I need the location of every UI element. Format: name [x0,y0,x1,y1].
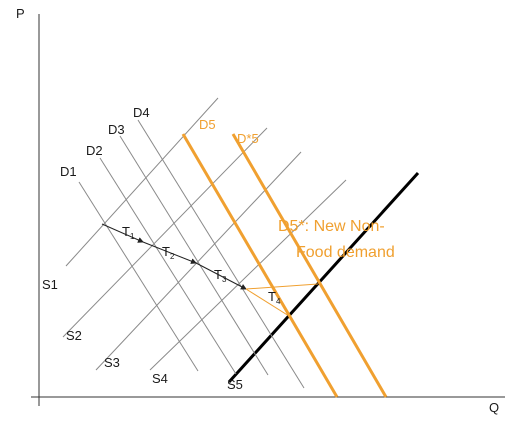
demand-curve-d3 [119,135,269,376]
demand-curve-d5 [181,133,339,398]
demand-curve-d2 [99,157,237,375]
supply-labels: S1 S2 S3 S4 S5 [42,277,243,392]
demand-curve-d-star-5 [231,133,388,398]
label-d3: D3 [108,122,125,137]
annotation-new-demand: D5*: New Non- Food demand [278,218,395,261]
label-s3: S3 [104,355,120,370]
label-d5: D5 [199,117,216,132]
label-d2: D2 [86,143,103,158]
label-t1: T1 [122,224,135,241]
transition-arrow-2 [142,241,197,264]
y-axis-label: P [16,6,25,21]
label-s4: S4 [152,371,168,386]
label-d-star-5: D*5 [237,131,259,146]
demand-curve-d1 [78,181,199,372]
supply-curve-s2 [62,127,268,338]
label-d1: D1 [60,164,77,179]
transition-path [101,223,319,317]
axes: P Q [16,6,505,415]
supply-curve-s1 [65,97,219,267]
demand-curve-d4 [137,119,305,389]
supply-curve-s5 [227,171,420,384]
label-t2: T2 [162,244,175,261]
supply-curve-s4 [149,179,347,371]
label-t4: T4 [268,289,281,306]
supply-curves [62,97,420,384]
x-axis-label: Q [489,400,499,415]
annotation-line-1: D5*: New Non- [278,218,385,235]
transition-arrow-4a [245,283,319,290]
label-s2: S2 [66,328,82,343]
label-d4: D4 [133,105,150,120]
supply-curve-s3 [95,151,302,371]
transition-arrow-1 [101,223,144,243]
label-t3: T3 [214,267,227,284]
annotation-line-2: Food demand [296,244,395,261]
transition-arrow-3 [195,262,247,290]
demand-labels: D1 D2 D3 D4 D5 D*5 [60,105,259,179]
transition-arrow-4b [245,288,290,317]
label-s1: S1 [42,277,58,292]
transition-labels: T1 T2 T3 T4 [122,224,281,306]
demand-curves [78,119,388,398]
label-s5: S5 [227,377,243,392]
